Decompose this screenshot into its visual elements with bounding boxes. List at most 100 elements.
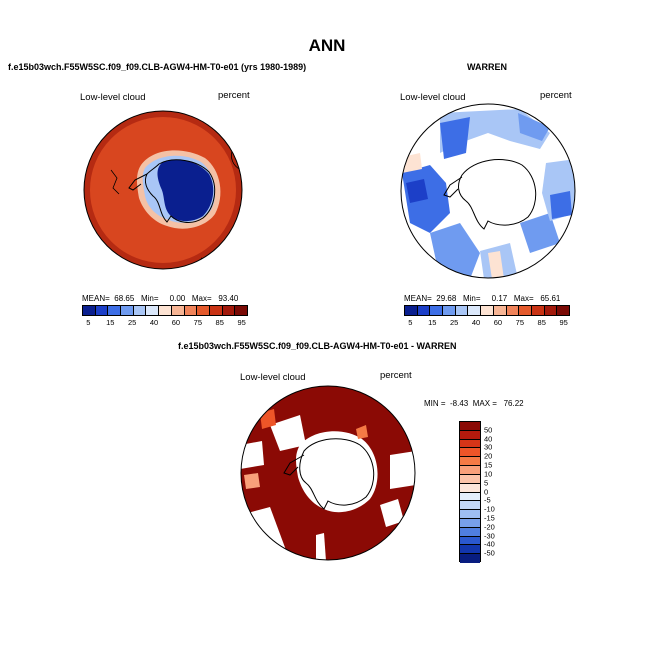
model-colorbar-swatch <box>83 306 96 315</box>
diff-colorbar-tick-label: -40 <box>484 539 495 549</box>
diff-gap-e <box>390 451 415 489</box>
model-stats: MEAN= 68.65 Min= 0.00 Max= 93.40 <box>82 294 239 303</box>
diff-colorbar-ticks: 50 40 30 20 15 10 5 0 -5 -10 -15 -20 -30 -40 -50 <box>484 421 514 562</box>
diff-colorbar-swatch <box>460 439 480 449</box>
model-colorbar-ticks: 5 15 25 40 60 75 85 95 <box>82 318 248 328</box>
obs-colorbar <box>404 305 570 316</box>
obs-colorbar-tick-label: 75 <box>515 318 524 327</box>
diff-colorbar-swatch <box>460 536 480 546</box>
diff-gap-se <box>380 499 404 527</box>
bottom-plot-title: f.e15b03wch.F55W5SC.f09_f09.CLB-AGW4-HM-… <box>178 341 457 351</box>
model-colorbar-tick-label: 40 <box>149 318 159 327</box>
diff-colorbar-tick-label: -30 <box>484 531 495 541</box>
model-colorbar-swatch <box>95 306 109 315</box>
obs-colorbar-swatch <box>531 306 545 315</box>
diff-colorbar-swatch <box>460 483 480 493</box>
obs-colorbar-tick-label: 85 <box>537 318 546 327</box>
main-title: ANN <box>308 36 346 55</box>
diff-inner-white <box>296 431 378 513</box>
diff-colorbar-tick-label: -10 <box>484 504 495 514</box>
diff-colorbar-swatch <box>460 545 480 555</box>
diff-colorbar-swatch <box>460 466 480 475</box>
obs-colorbar-swatch <box>468 306 482 315</box>
obs-colorbar-tick-label: 95 <box>559 318 568 327</box>
obs-colorbar-swatch <box>544 306 558 315</box>
diff-colorbar-tick-label: 30 <box>484 442 493 452</box>
obs-colorbar-swatch <box>557 306 569 315</box>
obs-sector-nw <box>440 117 470 159</box>
diff-stats: MIN = -8.43 MAX = 76.22 <box>424 399 524 408</box>
model-colorbar-swatch <box>197 306 210 315</box>
model-colorbar-tick-label: 60 <box>171 318 181 327</box>
diff-colorbar-swatch <box>460 422 480 431</box>
obs-sector-se <box>520 213 560 253</box>
model-variable-label: Low-level cloud <box>80 92 146 103</box>
model-colorbar-swatch <box>108 306 122 315</box>
model-colorbar-tick-label: 25 <box>127 318 137 327</box>
diff-colorbar <box>459 421 481 563</box>
diff-colorbar-tick-label: 0 <box>484 487 489 496</box>
obs-peninsula <box>443 176 463 198</box>
obs-colorbar-swatch <box>481 306 494 315</box>
diff-colorbar-tick-label: -50 <box>484 548 495 558</box>
diff-colorbar-tick-label: -20 <box>484 522 495 532</box>
obs-colorbar-tick-label: 25 <box>449 318 459 327</box>
obs-colorbar-swatch <box>506 306 520 315</box>
diff-colorbar-tick-label: 15 <box>484 460 493 470</box>
obs-polar-map <box>400 103 576 279</box>
diff-colorbar-swatch <box>460 518 480 528</box>
diff-patch-ne <box>356 425 368 439</box>
diff-gap-s <box>316 533 326 560</box>
diff-polar-map <box>240 385 416 561</box>
diff-colorbar-swatch <box>460 554 480 563</box>
model-colorbar-swatch <box>146 306 160 315</box>
model-colorbar-swatch <box>209 306 223 315</box>
diff-colorbar-tick-label: 10 <box>484 469 493 479</box>
model-land-sam <box>110 169 120 195</box>
model-colorbar-swatch <box>133 306 147 315</box>
diff-colorbar-swatch <box>460 448 480 458</box>
obs-stats: MEAN= 29.68 Min= 0.17 Max= 65.61 <box>404 294 561 303</box>
obs-colorbar-tick-label: 15 <box>428 318 437 327</box>
model-colorbar-tick-label: 85 <box>215 318 224 327</box>
model-colorbar-swatch <box>121 306 134 315</box>
diff-gap-w <box>241 441 264 469</box>
model-peninsula <box>128 173 148 191</box>
obs-coastline <box>458 159 537 230</box>
diff-colorbar-swatch <box>460 510 480 519</box>
diff-colorbar-tick-label: 50 <box>484 425 493 435</box>
diff-colorbar-swatch <box>460 457 480 467</box>
model-colorbar-tick-label: 75 <box>193 318 202 327</box>
diff-colorbar-tick-label: -15 <box>484 513 495 523</box>
diff-colorbar-tick-label: -5 <box>484 495 491 505</box>
obs-colorbar-swatch <box>519 306 532 315</box>
diff-colorbar-swatch <box>460 501 480 511</box>
diff-variable-label: Low-level cloud <box>240 372 306 383</box>
model-colorbar-tick-label: 15 <box>106 318 115 327</box>
model-colorbar-tick-label: 95 <box>237 318 246 327</box>
obs-colorbar-swatch <box>430 306 444 315</box>
model-colorbar-tick-label: 5 <box>86 318 91 327</box>
obs-sector-east-deep <box>550 191 572 219</box>
diff-colorbar-swatch <box>460 474 480 484</box>
diff-units-label: percent <box>380 370 412 381</box>
model-colorbar-swatch <box>171 306 185 315</box>
model-colorbar-swatch <box>184 306 198 315</box>
diff-colorbar-swatch <box>460 430 480 440</box>
model-units-label: percent <box>218 90 250 101</box>
diff-coastline <box>299 438 375 510</box>
model-antarctic-core <box>157 159 214 222</box>
obs-colorbar-swatch <box>443 306 456 315</box>
model-colorbar <box>82 305 248 316</box>
obs-colorbar-tick-label: 40 <box>471 318 481 327</box>
obs-colorbar-tick-label: 5 <box>408 318 413 327</box>
diff-peninsula <box>283 454 305 476</box>
diff-gap-nw <box>270 415 306 451</box>
obs-colorbar-swatch <box>493 306 507 315</box>
obs-variable-label: Low-level cloud <box>400 92 466 103</box>
obs-colorbar-tick-label: 60 <box>493 318 503 327</box>
obs-sector-peach <box>488 251 504 278</box>
model-colorbar-swatch <box>222 306 236 315</box>
diff-colorbar-swatch <box>460 492 480 502</box>
diff-colorbar-tick-label: 20 <box>484 451 493 461</box>
